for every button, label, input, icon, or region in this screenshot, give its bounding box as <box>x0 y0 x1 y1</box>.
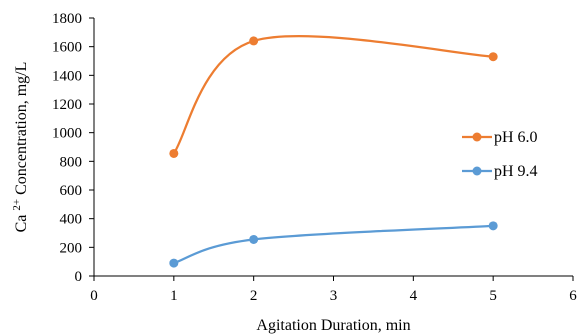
x-tick-label: 6 <box>569 288 577 304</box>
data-point <box>169 148 179 158</box>
y-tick-label: 1400 <box>52 68 82 84</box>
x-tick-label: 3 <box>330 288 338 304</box>
series-line-1 <box>173 224 494 265</box>
data-point <box>488 221 498 231</box>
series-line-0 <box>172 35 494 155</box>
data-point <box>249 234 259 244</box>
x-tick-label: 5 <box>489 288 497 304</box>
y-tick-label: 1200 <box>52 97 82 113</box>
x-tick-label: 2 <box>250 288 258 304</box>
x-tick-label: 1 <box>170 288 178 304</box>
y-axis-title-suffix: Concentration, mg/L <box>13 62 30 199</box>
x-ticks: 0 1 2 3 4 5 6 <box>90 276 577 304</box>
y-axis-title: Ca 2+ Concentration, mg/L <box>11 62 30 233</box>
x-axis-title: Agitation Duration, min <box>256 317 410 334</box>
data-point <box>488 52 498 62</box>
y-tick-label: 1800 <box>52 11 82 27</box>
y-tick-label: 1000 <box>52 126 82 142</box>
x-tick-label: 0 <box>90 288 98 304</box>
y-tick-label: 200 <box>60 240 83 256</box>
y-ticks: 0 200 400 600 800 1000 1200 1400 1600 1800 <box>52 11 94 285</box>
series-layer <box>169 35 498 268</box>
y-tick-label: 0 <box>75 269 83 285</box>
y-tick-label: 400 <box>60 212 83 228</box>
y-axis-title-prefix: Ca <box>13 211 30 233</box>
x-tick-label: 4 <box>410 288 418 304</box>
plot-area: 0 1 2 3 4 5 6 0 200 400 600 800 1000 1200 1400 1600 180… <box>52 11 577 304</box>
y-tick-label: 1600 <box>52 40 82 56</box>
legend-label: pH 6.0 <box>494 129 538 146</box>
data-point <box>169 258 179 268</box>
legend-marker <box>472 132 482 142</box>
y-tick-label: 800 <box>60 154 83 170</box>
legend-marker <box>472 166 482 176</box>
data-point <box>249 36 259 46</box>
legend: pH 6.0 pH 9.4 <box>462 129 538 180</box>
y-tick-label: 600 <box>60 183 83 199</box>
y-axis-title-superscript: 2+ <box>11 199 23 211</box>
legend-label: pH 9.4 <box>494 163 538 180</box>
